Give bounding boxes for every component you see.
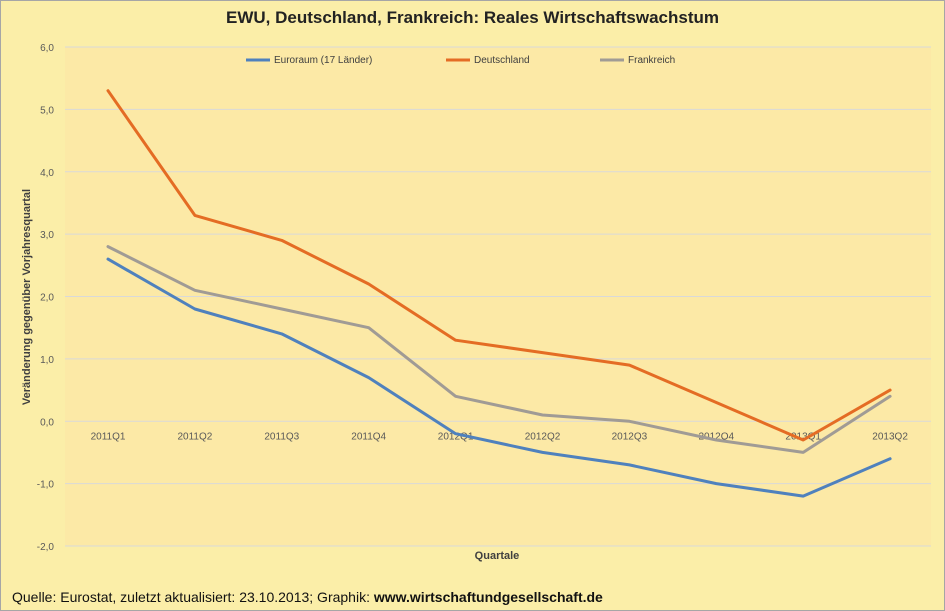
source-website: www.wirtschaftundgesellschaft.de [373,589,603,605]
x-tick-label: 2012Q3 [612,431,648,442]
legend-label: Deutschland [474,55,530,66]
y-axis-label: Veränderung gegenüber Vorjahresquartal [21,189,33,405]
series-line [106,89,892,442]
x-tick-label: 2012Q2 [525,431,561,442]
series-line [106,245,892,454]
series-lines [106,89,892,498]
x-tick-label: 2011Q1 [91,431,126,442]
x-tick-label: 2011Q2 [177,431,212,442]
legend: Euroraum (17 Länder) Deutschland Frankreic… [246,55,675,66]
y-tick-label: 4,0 [40,168,54,179]
x-tick-label: 2013Q1 [785,431,821,442]
y-tick-label: 6,0 [40,43,54,54]
x-tick-label: 2012Q1 [438,431,474,442]
y-tick-label: 0,0 [40,417,54,428]
source-note: Quelle: Eurostat, zuletzt aktualisiert: … [12,589,603,605]
y-tick-labels: 6,0 5,0 4,0 3,0 2,0 1,0 0,0 -1,0 -2,0 [37,43,55,553]
x-tick-label: 2011Q4 [351,431,386,442]
y-tick-label: 3,0 [40,230,54,241]
y-tick-label: -2,0 [37,542,55,553]
source-text: Quelle: Eurostat, zuletzt aktualisiert: … [12,589,374,605]
x-tick-label: 2013Q2 [872,431,908,442]
y-tick-label: 1,0 [40,355,54,366]
legend-label: Frankreich [628,55,675,66]
y-tick-label: 5,0 [40,105,54,116]
x-tick-label: 2012Q4 [699,431,735,442]
x-tick-labels: 2011Q1 2011Q2 2011Q3 2011Q4 2012Q1 2012Q2 2012… [91,431,909,442]
x-tick-label: 2011Q3 [264,431,299,442]
chart-title: EWU, Deutschland, Frankreich: Reales Wir… [226,8,719,27]
y-tick-label: 2,0 [40,293,54,304]
grid-lines [65,46,931,547]
x-axis-label: Quartale [475,550,520,562]
legend-label: Euroraum (17 Länder) [274,55,372,66]
series-line [106,257,892,498]
y-tick-label: -1,0 [37,480,55,491]
